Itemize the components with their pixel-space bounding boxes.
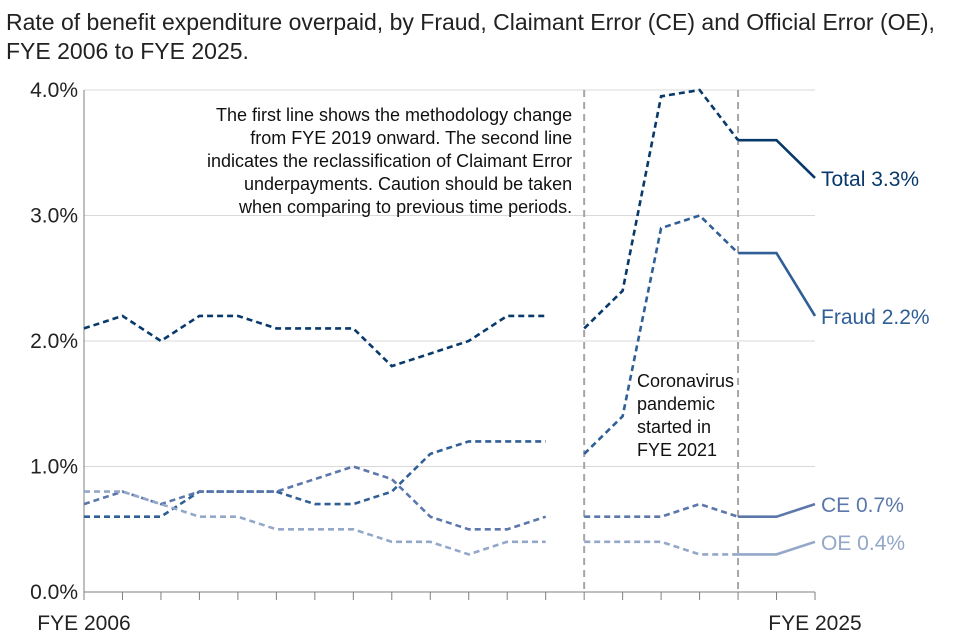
pandemic-note-line: FYE 2021 bbox=[637, 440, 717, 460]
series-line-ce-recent bbox=[738, 502, 816, 518]
methodology-note-line: from FYE 2019 onward. The second line bbox=[250, 128, 572, 148]
series-end-label-fraud: Fraud 2.2% bbox=[821, 306, 930, 329]
series-line-total-pre bbox=[83, 314, 546, 368]
x-tick-label-end: FYE 2025 bbox=[768, 612, 861, 635]
series-end-label-ce: CE 0.7% bbox=[821, 494, 904, 517]
methodology-note-line: when comparing to previous time periods. bbox=[238, 197, 572, 217]
series-end-label-total: Total 3.3% bbox=[821, 168, 919, 191]
series-end-label-oe: OE 0.4% bbox=[821, 532, 905, 555]
series-line-oe-recent bbox=[738, 540, 816, 556]
axes bbox=[83, 90, 816, 600]
series-line-total-mid bbox=[583, 88, 740, 330]
x-axis-tick-labels: FYE 2006 FYE 2025 bbox=[37, 612, 861, 635]
series-line-fraud-pre bbox=[84, 440, 546, 518]
y-tick-label: 3.0% bbox=[30, 205, 78, 228]
methodology-note-line: The first line shows the methodology cha… bbox=[216, 105, 572, 125]
series-line-ce-mid bbox=[584, 502, 739, 518]
y-tick-label: 2.0% bbox=[30, 330, 78, 353]
series-line-total-recent bbox=[738, 138, 816, 179]
pandemic-note-line: pandemic bbox=[637, 394, 715, 414]
y-tick-label: 4.0% bbox=[30, 79, 78, 102]
series-lines bbox=[83, 88, 817, 556]
pandemic-note-line: Coronavirus bbox=[637, 371, 734, 391]
series-line-fraud-mid bbox=[583, 214, 740, 455]
methodology-note-line: indicates the reclassification of Claima… bbox=[207, 151, 572, 171]
series-line-ce-pre bbox=[83, 465, 547, 531]
chart-title: Rate of benefit expenditure overpaid, by… bbox=[6, 9, 935, 64]
y-tick-label: 0.0% bbox=[30, 581, 78, 604]
pandemic-note-line: started in bbox=[637, 417, 711, 437]
annotations: The first line shows the methodology cha… bbox=[207, 105, 734, 460]
series-line-oe-mid bbox=[584, 540, 739, 556]
y-axis-tick-labels: 4.0% 3.0% 2.0% 1.0% 0.0% bbox=[30, 79, 78, 604]
methodology-note-line: underpayments. Caution should be taken bbox=[244, 174, 572, 194]
x-tick-label-start: FYE 2006 bbox=[37, 612, 130, 635]
y-tick-label: 1.0% bbox=[30, 456, 78, 479]
series-line-fraud-recent bbox=[738, 251, 817, 317]
series-end-labels: Total 3.3% Fraud 2.2% CE 0.7% OE 0.4% bbox=[821, 168, 930, 555]
series-line-oe-pre bbox=[84, 490, 546, 556]
